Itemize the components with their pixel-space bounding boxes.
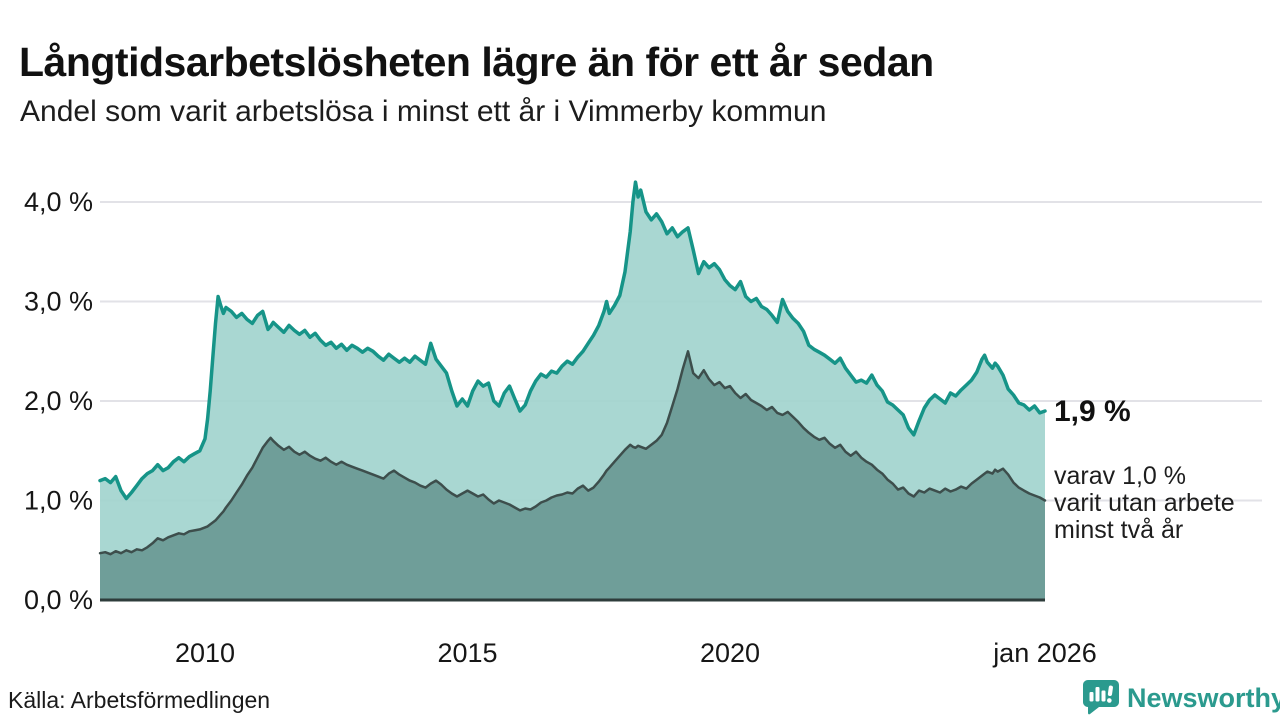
latest-detail-line1: varav 1,0 % [1054, 462, 1187, 490]
x-tick-label: 2010 [175, 638, 235, 668]
y-tick-label: 3,0 % [24, 287, 93, 317]
brand-name: Newsworthy [1127, 682, 1280, 713]
y-tick-label: 4,0 % [24, 187, 93, 217]
source-attribution: Källa: Arbetsförmedlingen [8, 687, 271, 713]
chart-subtitle: Andel som varit arbetslösa i minst ett å… [20, 95, 827, 128]
line-min-one-year [98, 180, 1047, 501]
newsworthy-bubble-chart-icon [1082, 679, 1120, 717]
area-min-two-years-fill [100, 351, 1045, 600]
page-title: Långtidsarbetslösheten lägre än för ett … [19, 39, 934, 86]
y-tick-label: 2,0 % [24, 386, 93, 416]
latest-detail-line3: minst två år [1054, 516, 1184, 544]
y-tick-label: 0,0 % [24, 585, 93, 615]
y-tick-label: 1,0 % [24, 486, 93, 516]
latest-detail-annotation: varav 1,0 % varit utan arbete minst två … [1054, 463, 1235, 544]
x-tick-label: jan 2026 [992, 638, 1097, 668]
x-tick-label: 2020 [700, 638, 760, 668]
brand-logo: Newsworthy [1082, 679, 1280, 717]
x-tick-label: 2015 [437, 638, 497, 668]
line-min-two-years [98, 350, 1047, 556]
latest-value-annotation: 1,9 % [1054, 395, 1131, 428]
latest-detail-line2: varit utan arbete [1054, 489, 1235, 517]
